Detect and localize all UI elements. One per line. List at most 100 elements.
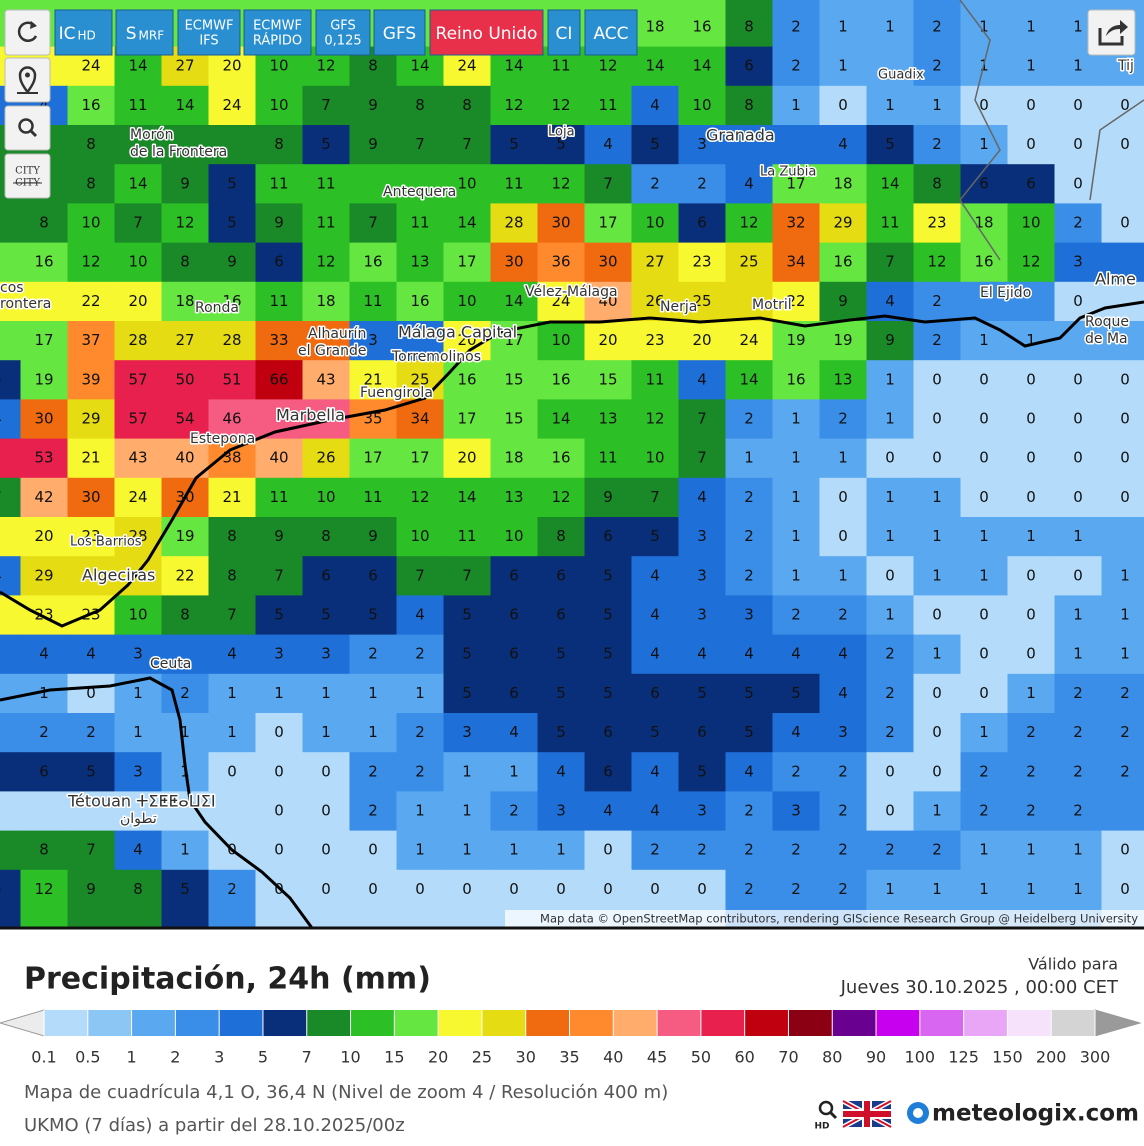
model-button[interactable]: IC HD	[54, 9, 113, 56]
model-button[interactable]: CI	[547, 9, 581, 56]
grid-cell	[1007, 713, 1056, 753]
grid-cell	[1101, 830, 1144, 871]
cell-value: 3	[838, 723, 848, 741]
grid-cell	[678, 85, 727, 126]
grid-cell	[678, 477, 727, 518]
legend-swatch	[131, 1010, 176, 1036]
place-label: rontera	[0, 296, 51, 312]
grid-cell	[819, 399, 868, 440]
cell-value: 4	[744, 645, 754, 663]
grid-cell	[725, 791, 774, 832]
grid-cell	[208, 438, 257, 479]
model-button[interactable]: GFS	[373, 9, 426, 56]
uk-flag[interactable]	[841, 1098, 893, 1130]
cell-value: 2	[744, 566, 754, 584]
legend-tick-label: 15	[384, 1048, 404, 1067]
cell-value: 7	[274, 566, 284, 584]
cell-value: 10	[692, 96, 711, 114]
share-button[interactable]	[1087, 9, 1136, 56]
cell-value: 14	[551, 410, 570, 428]
cell-value: 11	[457, 527, 476, 545]
grid-cell	[725, 477, 774, 518]
grid-cell-no-data	[161, 791, 210, 832]
city-toggle[interactable]: CITY CITY	[4, 153, 51, 199]
grid-cell	[302, 281, 351, 322]
cell-value: 0	[979, 449, 989, 467]
grid-cell	[161, 281, 210, 322]
hd-search-icon[interactable]: HD	[814, 1100, 838, 1132]
button-label: GFS	[383, 24, 416, 44]
cell-value: 0	[979, 606, 989, 624]
cell-value: 23	[927, 214, 946, 232]
grid-cell	[584, 164, 633, 204]
grid-cell	[913, 399, 962, 440]
grid-cell	[584, 242, 633, 283]
grid-cell	[960, 556, 1009, 596]
grid-cell	[67, 242, 116, 283]
grid-cell	[819, 595, 868, 636]
brand-logo[interactable]: meteologix.com	[907, 1101, 1139, 1127]
grid-cell	[678, 360, 727, 400]
grid-cell	[255, 517, 304, 557]
cell-value: 2	[1120, 762, 1130, 780]
cell-value: 0	[462, 880, 472, 898]
grid-cell	[1007, 752, 1056, 792]
cell-value: 7	[697, 449, 707, 467]
cell-value: 0	[321, 762, 331, 780]
grid-cell	[960, 321, 1009, 361]
grid-cell	[819, 46, 868, 87]
grid-cell	[866, 321, 915, 361]
cell-value: 16	[974, 253, 993, 271]
grid-cell	[443, 242, 492, 283]
cell-value: 18	[833, 174, 852, 192]
cell-value: 8	[180, 606, 190, 624]
cell-value: 2	[791, 880, 801, 898]
grid-cell	[490, 752, 539, 792]
grid-cell	[208, 242, 257, 283]
cell-value: 2	[1073, 802, 1083, 820]
legend-tick-label: 1	[126, 1048, 136, 1067]
grid-cell	[584, 125, 633, 165]
grid-cell	[208, 85, 257, 126]
grid-cell	[443, 517, 492, 557]
grid-cell	[584, 673, 633, 714]
grid-cell	[1101, 125, 1144, 165]
button-sub: HD	[78, 29, 96, 43]
model-button[interactable]: S MRF	[115, 9, 174, 56]
place-label: تطوان	[120, 811, 157, 827]
cell-value: 10	[269, 57, 288, 75]
grid-cell	[302, 203, 351, 244]
cell-value: 1	[1120, 566, 1130, 584]
cell-value: 12	[551, 488, 570, 506]
grid-cell	[819, 360, 868, 400]
refresh-button[interactable]	[4, 9, 51, 56]
cell-value: 1	[885, 488, 895, 506]
grid-cell	[631, 830, 680, 871]
grid-cell	[819, 752, 868, 792]
legend-swatch	[44, 1010, 88, 1036]
map[interactable]: 18 16 8 2 1 1 2 1 1 124 14 27 20 10 12 8 14 24 14 11 12 14 14 6…	[0, 0, 1144, 931]
grid-cell	[913, 673, 962, 714]
grid-cell	[161, 321, 210, 361]
cell-value: 0	[603, 880, 613, 898]
grid-cell-no-data	[0, 634, 22, 675]
grid-cell	[631, 477, 680, 518]
model-button[interactable]: Reino Unido	[429, 9, 544, 56]
cell-value: 1	[1120, 606, 1130, 624]
grid-cell-no-data	[1101, 517, 1144, 557]
cell-value: 0	[368, 880, 378, 898]
zoom-button[interactable]	[4, 105, 51, 151]
grid-cell	[208, 164, 257, 204]
grid-cell	[1054, 791, 1103, 832]
grid-cell	[631, 634, 680, 675]
grid-cell	[631, 673, 680, 714]
grid-cell	[819, 85, 868, 126]
cell-value: 1	[932, 527, 942, 545]
location-button[interactable]	[4, 57, 51, 103]
grid-cell	[537, 125, 586, 165]
model-button[interactable]: ACC	[584, 9, 638, 56]
